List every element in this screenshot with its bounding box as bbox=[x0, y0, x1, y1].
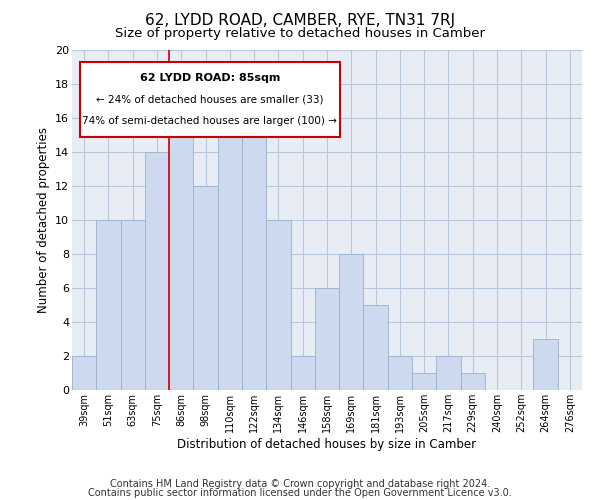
Bar bbox=[96, 220, 121, 390]
Bar bbox=[315, 288, 339, 390]
Text: Contains HM Land Registry data © Crown copyright and database right 2024.: Contains HM Land Registry data © Crown c… bbox=[110, 479, 490, 489]
Bar bbox=[533, 339, 558, 390]
X-axis label: Distribution of detached houses by size in Camber: Distribution of detached houses by size … bbox=[178, 438, 476, 451]
Text: 74% of semi-detached houses are larger (100) →: 74% of semi-detached houses are larger (… bbox=[82, 116, 337, 126]
Text: 62, LYDD ROAD, CAMBER, RYE, TN31 7RJ: 62, LYDD ROAD, CAMBER, RYE, TN31 7RJ bbox=[145, 12, 455, 28]
Bar bbox=[436, 356, 461, 390]
Bar bbox=[193, 186, 218, 390]
Text: ← 24% of detached houses are smaller (33): ← 24% of detached houses are smaller (33… bbox=[96, 94, 323, 104]
Bar bbox=[121, 220, 145, 390]
Bar bbox=[242, 101, 266, 390]
Bar bbox=[169, 135, 193, 390]
Bar bbox=[364, 305, 388, 390]
Bar bbox=[266, 220, 290, 390]
Y-axis label: Number of detached properties: Number of detached properties bbox=[37, 127, 50, 313]
FancyBboxPatch shape bbox=[80, 62, 340, 136]
Bar bbox=[388, 356, 412, 390]
Bar bbox=[412, 373, 436, 390]
Text: 62 LYDD ROAD: 85sqm: 62 LYDD ROAD: 85sqm bbox=[140, 73, 280, 83]
Bar bbox=[72, 356, 96, 390]
Text: Size of property relative to detached houses in Camber: Size of property relative to detached ho… bbox=[115, 28, 485, 40]
Bar bbox=[461, 373, 485, 390]
Bar bbox=[145, 152, 169, 390]
Bar bbox=[290, 356, 315, 390]
Text: Contains public sector information licensed under the Open Government Licence v3: Contains public sector information licen… bbox=[88, 488, 512, 498]
Bar bbox=[218, 118, 242, 390]
Bar bbox=[339, 254, 364, 390]
